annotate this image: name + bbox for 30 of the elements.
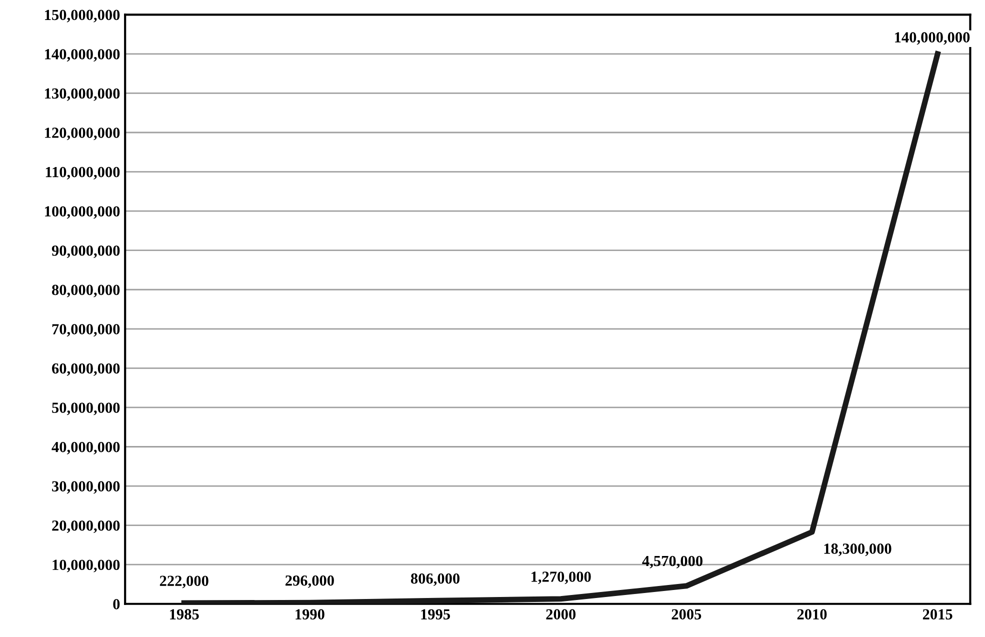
y-tick-label: 90,000,000 bbox=[52, 245, 120, 258]
y-tick-label: 0 bbox=[113, 599, 120, 610]
y-tick-label: 40,000,000 bbox=[52, 442, 120, 454]
y-tick-label: 50,000,000 bbox=[52, 402, 120, 416]
x-tick-label: 2000 bbox=[546, 609, 576, 620]
data-label: 296,000 bbox=[286, 575, 334, 588]
data-label: 1,270,000 bbox=[532, 572, 591, 584]
y-tick-label: 80,000,000 bbox=[52, 284, 120, 298]
x-tick-label: 2005 bbox=[672, 609, 702, 620]
y-tick-label: 120,000,000 bbox=[45, 128, 120, 140]
y-tick-label: 10,000,000 bbox=[52, 560, 120, 572]
y-tick-label: 100,000,000 bbox=[45, 206, 120, 219]
y-tick-label: 110,000,000 bbox=[46, 166, 120, 180]
data-label: 140,000,000 bbox=[895, 32, 970, 45]
x-tick-label: 2015 bbox=[922, 609, 952, 620]
data-label: 4,570,000 bbox=[642, 556, 703, 568]
x-tick-label: 1985 bbox=[170, 609, 199, 620]
x-tick-label: 1995 bbox=[421, 609, 450, 620]
data-label: 222,000 bbox=[160, 576, 208, 588]
y-tick-label: 150,000,000 bbox=[45, 10, 120, 22]
y-tick-label: 70,000,000 bbox=[52, 324, 120, 337]
y-tick-label: 60,000,000 bbox=[52, 363, 120, 376]
y-tick-label: 30,000,000 bbox=[52, 481, 120, 494]
x-tick-label: 2010 bbox=[797, 609, 827, 620]
x-tick-label: 1990 bbox=[296, 609, 324, 620]
y-tick-label: 140,000,000 bbox=[45, 49, 120, 62]
y-tick-label: 20,000,000 bbox=[52, 520, 120, 533]
data-label: 806,000 bbox=[410, 573, 460, 586]
data-label: 18,300,000 bbox=[824, 544, 892, 556]
y-tick-label: 130,000,000 bbox=[45, 88, 120, 101]
